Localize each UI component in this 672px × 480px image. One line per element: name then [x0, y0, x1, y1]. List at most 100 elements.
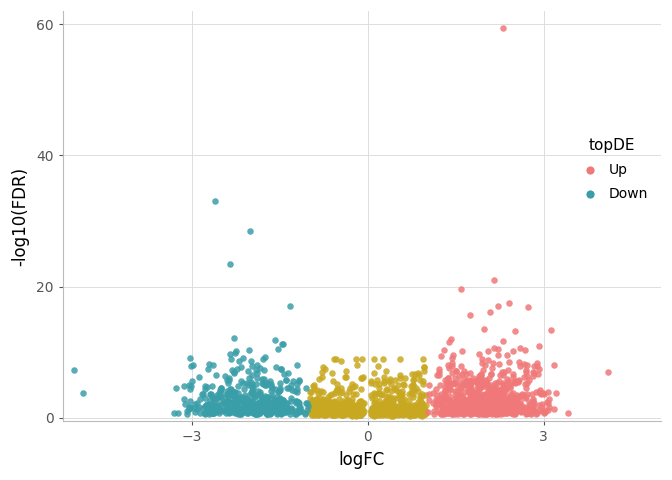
Point: [454, 390, 465, 398]
Point: [499, 382, 509, 390]
Point: [333, 405, 343, 413]
Point: [350, 355, 361, 362]
Point: [402, 402, 413, 409]
Point: [476, 378, 487, 386]
Point: [486, 395, 497, 402]
Legend: Up, Down: Up, Down: [570, 133, 654, 206]
Point: [528, 369, 538, 376]
Point: [185, 383, 196, 390]
Point: [431, 401, 442, 409]
Point: [208, 409, 218, 417]
Point: [507, 410, 518, 418]
Point: [266, 394, 277, 402]
Point: [396, 409, 407, 417]
Point: [224, 376, 235, 384]
Point: [384, 397, 395, 405]
Point: [400, 374, 411, 382]
Point: [310, 407, 321, 414]
Point: [459, 381, 470, 388]
Point: [498, 337, 509, 345]
Point: [458, 401, 468, 409]
Point: [439, 407, 450, 414]
Point: [466, 405, 477, 413]
Point: [282, 405, 293, 412]
Point: [253, 398, 264, 406]
Point: [308, 403, 319, 411]
Point: [392, 409, 403, 417]
Point: [430, 385, 441, 393]
Point: [327, 406, 337, 414]
Point: [210, 394, 220, 402]
Point: [482, 402, 493, 410]
Point: [521, 405, 532, 413]
Point: [350, 412, 361, 420]
Y-axis label: -log10(FDR): -log10(FDR): [11, 167, 29, 265]
Point: [491, 398, 501, 406]
Point: [491, 399, 501, 407]
Point: [394, 404, 405, 411]
Point: [503, 359, 514, 366]
Point: [228, 392, 239, 400]
Point: [465, 311, 476, 318]
Point: [413, 406, 424, 414]
Point: [478, 324, 489, 332]
Point: [421, 408, 431, 416]
Point: [401, 402, 411, 409]
Point: [437, 407, 448, 414]
Point: [478, 405, 489, 412]
Point: [185, 362, 196, 370]
Point: [317, 409, 328, 417]
Point: [353, 408, 364, 415]
Point: [349, 411, 360, 419]
Point: [281, 403, 292, 410]
Point: [265, 406, 276, 413]
Point: [443, 409, 454, 417]
Point: [521, 367, 532, 374]
Point: [528, 396, 539, 403]
Point: [293, 398, 304, 406]
Point: [473, 402, 484, 409]
Point: [276, 410, 286, 418]
Point: [267, 403, 278, 410]
Point: [403, 408, 413, 416]
Point: [392, 381, 403, 388]
Point: [446, 402, 456, 409]
Point: [521, 410, 532, 418]
Point: [407, 393, 418, 401]
Point: [242, 381, 253, 388]
Point: [469, 401, 480, 408]
Point: [540, 408, 550, 416]
Point: [415, 411, 426, 419]
Point: [436, 398, 447, 406]
Point: [269, 396, 280, 404]
Point: [442, 408, 452, 416]
Point: [376, 404, 386, 411]
Point: [312, 396, 323, 404]
Point: [538, 409, 549, 417]
Point: [429, 410, 440, 418]
Point: [460, 400, 470, 408]
Point: [512, 404, 523, 412]
Point: [323, 399, 333, 407]
Point: [491, 390, 502, 397]
Point: [465, 384, 476, 391]
Point: [393, 407, 404, 414]
Point: [417, 393, 427, 400]
Point: [538, 389, 548, 396]
Point: [349, 408, 360, 416]
Point: [346, 404, 357, 411]
Point: [476, 408, 487, 416]
Point: [475, 384, 486, 392]
Point: [323, 410, 334, 418]
Point: [435, 398, 446, 406]
Point: [393, 407, 404, 415]
Point: [491, 408, 501, 415]
Point: [259, 406, 269, 413]
Point: [368, 409, 379, 417]
Point: [485, 309, 495, 316]
Point: [416, 406, 427, 413]
Point: [496, 396, 507, 403]
Point: [484, 393, 495, 401]
Point: [464, 408, 475, 416]
Point: [206, 404, 217, 412]
